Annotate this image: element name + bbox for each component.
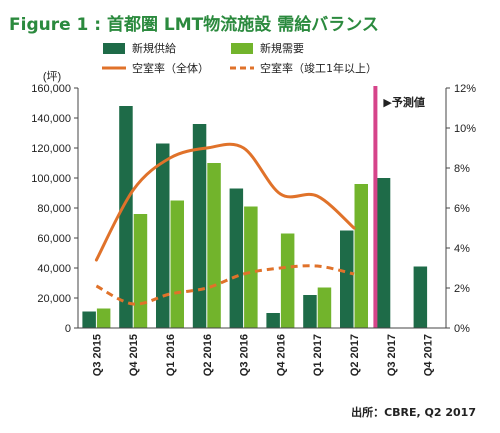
supply-bar — [119, 106, 133, 328]
source-note: 出所：CBRE, Q2 2017 — [351, 405, 476, 419]
legend-label: 新規供給 — [132, 41, 176, 55]
bars — [82, 106, 428, 328]
supply-bar — [340, 230, 354, 328]
supply-bar — [229, 188, 244, 328]
right-tick-label: 10% — [454, 123, 476, 135]
vacancy-rate-1yr-line — [95, 264, 355, 306]
right-tick-label: 12% — [454, 83, 476, 95]
right-tick-label: 2% — [454, 283, 470, 295]
demand-bar — [317, 287, 332, 328]
x-tick-label: Q4 2015 — [128, 334, 140, 376]
demand-bar — [354, 184, 368, 328]
x-tick-label: Q2 2017 — [349, 334, 361, 376]
x-tick-label: Q3 2017 — [386, 334, 398, 376]
legend-swatch — [103, 43, 125, 54]
x-tick-label: Q3 2015 — [91, 334, 103, 376]
demand-bar — [133, 214, 148, 328]
left-tick-label: 80,000 — [37, 203, 71, 215]
left-tick-label: 20,000 — [37, 293, 71, 305]
x-axis: Q3 2015 Q4 2015 Q1 2016 Q2 2016 Q3 2016 Q4 20… — [78, 327, 446, 376]
left-tick-label: 0 — [65, 323, 71, 335]
forecast-divider — [373, 86, 378, 328]
x-tick-label: Q4 2016 — [275, 334, 287, 376]
vacancy-rate-all-line — [94, 142, 356, 262]
legend-label: 新規需要 — [260, 41, 304, 55]
left-tick-label: 100,000 — [31, 173, 71, 185]
right-tick-label: 0% — [454, 323, 470, 335]
x-tick-label: Q3 2016 — [239, 334, 251, 376]
supply-bar — [82, 311, 96, 328]
right-tick-label: 4% — [454, 243, 470, 255]
lines — [94, 142, 356, 306]
left-tick-label: 140,000 — [31, 113, 71, 125]
right-tick-label: 8% — [454, 163, 470, 175]
supply-bar — [192, 124, 207, 328]
left-tick-label: 160,000 — [31, 83, 71, 95]
supply-bar — [156, 143, 170, 328]
supply-bar — [413, 266, 428, 328]
forecast-label: ▶予測値 — [383, 95, 424, 109]
demand-bar — [207, 163, 221, 328]
left-tick-label: 120,000 — [31, 143, 71, 155]
legend-label: 空室率（全体） — [132, 61, 209, 75]
x-tick-label: Q4 2017 — [423, 334, 435, 376]
left-axis: 0 20,000 40,000 60,000 80,000 100,000 120,000 1… — [31, 83, 79, 335]
supply-bar — [376, 178, 391, 328]
demand-bar — [170, 200, 184, 328]
left-tick-label: 40,000 — [37, 263, 71, 275]
supply-bar — [266, 313, 280, 328]
legend-label: 空室率（竣工1年以上） — [260, 61, 377, 75]
x-tick-label: Q1 2016 — [165, 334, 177, 376]
demand-bar — [244, 206, 258, 328]
demand-bar — [96, 308, 111, 328]
legend-swatch — [231, 43, 253, 54]
forecast-marker: ▶予測値 — [373, 86, 425, 328]
left-tick-label: 60,000 — [37, 233, 71, 245]
x-tick-label: Q1 2017 — [312, 334, 324, 376]
x-tick-label: Q2 2016 — [202, 334, 214, 376]
demand-bar — [280, 233, 295, 328]
right-tick-label: 6% — [454, 203, 470, 215]
chart-title: Figure 1 : 首都圏 LMT物流施設 需給バランス — [9, 14, 379, 35]
supply-bar — [303, 295, 317, 328]
left-axis-unit: (坪) — [43, 70, 61, 83]
right-axis: 0% 2% 4% 6% 8% 10% 12% — [445, 83, 476, 335]
